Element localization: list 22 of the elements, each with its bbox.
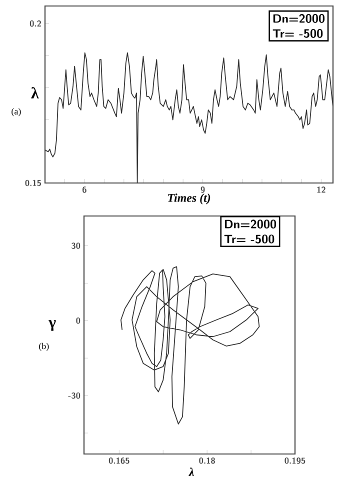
x-tick-label: 0.195: [284, 458, 306, 464]
x-tick-label: 0.18: [199, 458, 215, 464]
x-axis-title: λ: [188, 468, 194, 476]
y-axis-title: λ: [31, 87, 39, 98]
x-tick-label: 9: [200, 186, 205, 193]
annotation: Dn=2000: [273, 14, 325, 23]
x-tick-label: 0.165: [108, 458, 130, 464]
y-tick-label: 0.2: [30, 20, 42, 27]
line-series: [44, 52, 334, 184]
y-axis-title: γ: [48, 320, 56, 331]
annotation: Tr= -500: [272, 28, 323, 38]
y-tick-label: 0: [76, 318, 80, 324]
y-tick-label: 30: [72, 242, 80, 249]
annotation: Tr= -500: [224, 234, 274, 244]
y-tick-label: -30: [68, 392, 80, 399]
text: (a): [12, 108, 21, 116]
text: (b): [39, 342, 49, 351]
y-tick-label: 0.15: [25, 180, 42, 186]
annotation: Dn=2000: [224, 220, 276, 228]
x-tick-label: 12: [317, 186, 326, 193]
x-tick-label: 6: [82, 186, 86, 193]
x-axis-title: Times (t): [168, 194, 210, 204]
